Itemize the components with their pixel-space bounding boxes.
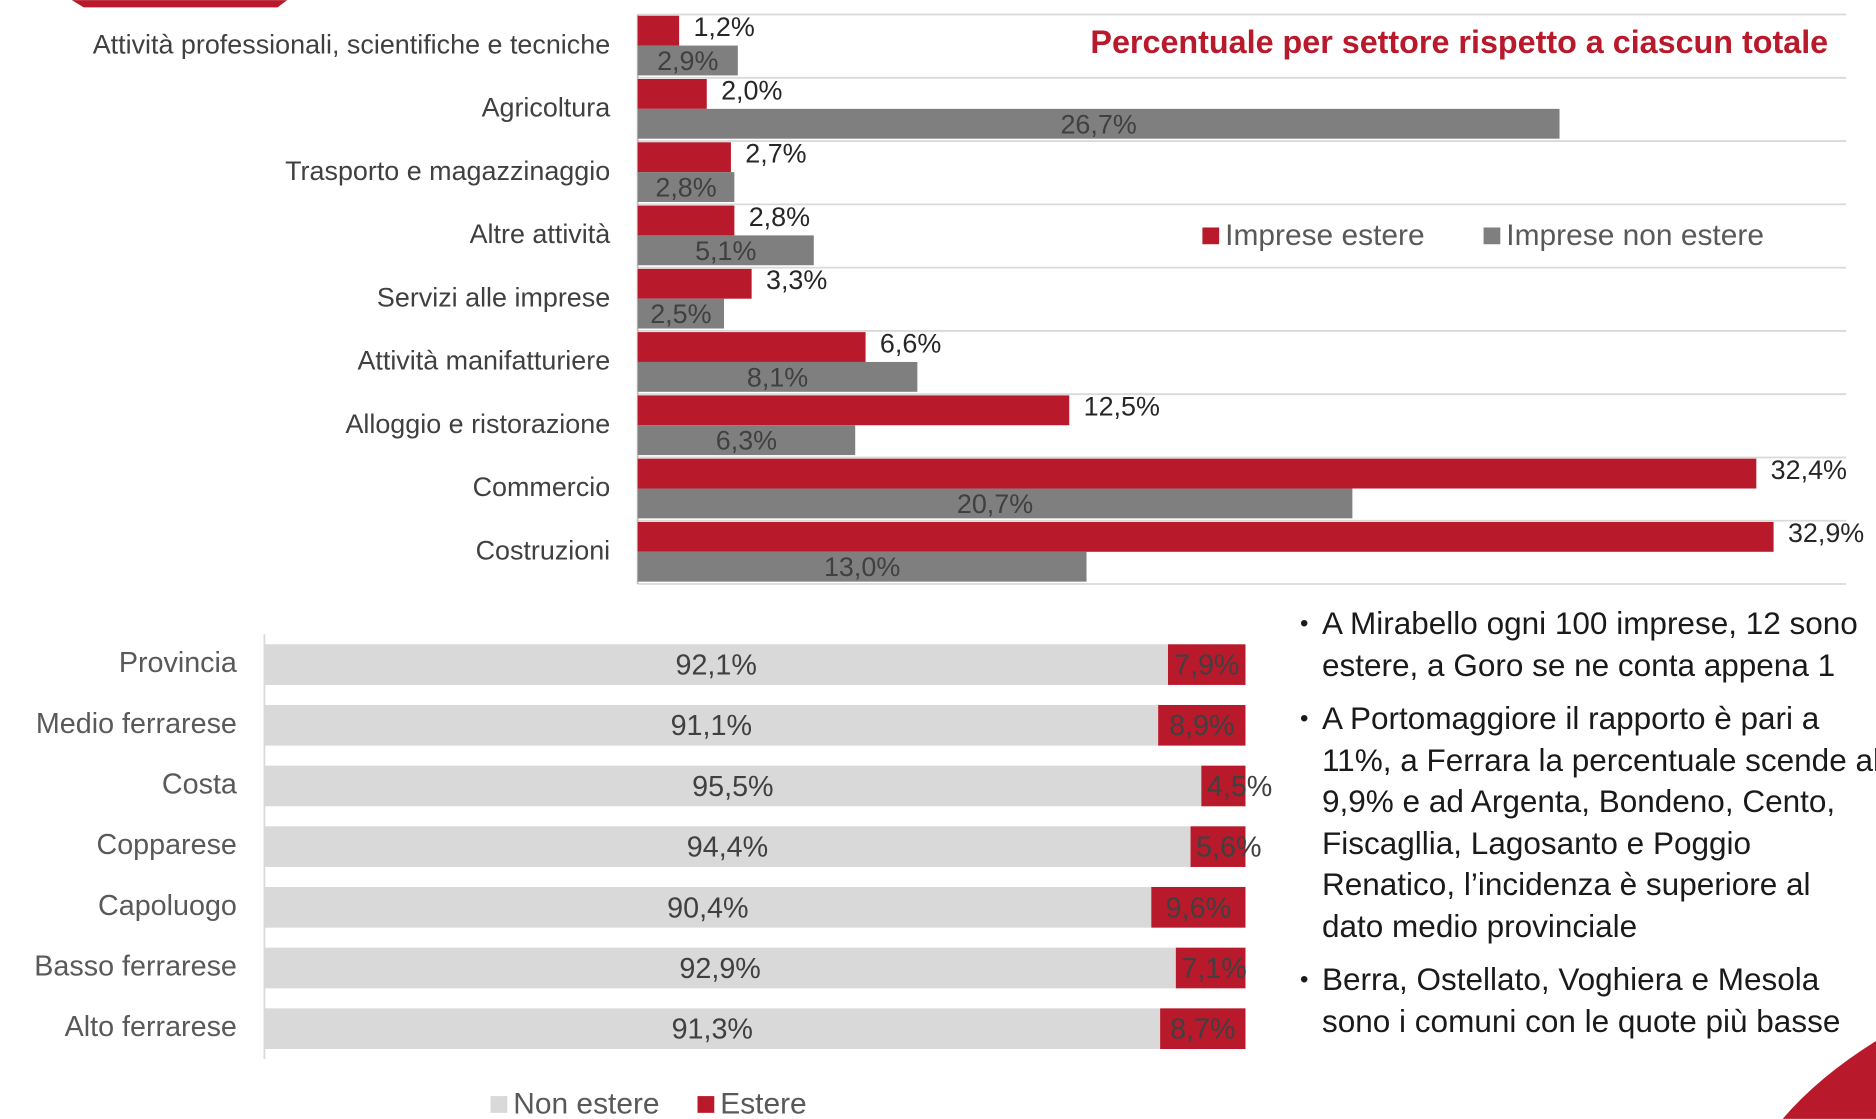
bar [638,79,707,109]
y-tick-label: Basso ferrarese [34,951,237,983]
value-label: 8,1% [747,362,808,392]
value-label: 92,9% [679,953,760,985]
legend-swatch [1484,227,1501,244]
value-label: 2,9% [657,46,718,76]
value-label: 2,8% [655,173,716,203]
y-tick-label: Costa [162,769,237,801]
value-label: 6,6% [880,328,941,358]
y-tick-label: Medio ferrarese [36,708,237,740]
value-label: 91,1% [671,710,752,742]
value-label: 13,0% [824,552,900,582]
y-tick-label: Servizi alle imprese [377,282,610,312]
page: Percentuale per settore rispetto a ciasc… [0,0,1876,1119]
bar [638,332,866,362]
value-label: 91,3% [672,1014,753,1046]
legend-label: Imprese estere [1225,219,1424,252]
bullet: A Portomaggiore il rapporto è pari a 11%… [1300,698,1876,947]
decoration [72,0,287,7]
value-label: 8,7% [1170,1014,1235,1046]
value-label: 12,5% [1084,392,1160,422]
value-label: 9,6% [1166,892,1231,924]
value-label: 2,8% [749,202,810,232]
bullet: A Mirabello ogni 100 imprese, 12 sono es… [1300,603,1876,686]
bar [638,16,679,46]
value-label: 26,7% [1060,109,1136,139]
legend-label: Estere [720,1088,806,1119]
value-label: 94,4% [687,832,768,864]
value-label: 32,4% [1771,455,1847,485]
legend-label: Non estere [513,1088,659,1119]
value-label: 5,6% [1196,832,1261,864]
bar [638,269,752,299]
value-label: 5,1% [695,236,756,266]
bar [638,459,1757,489]
y-tick-label: Capoluogo [98,890,237,922]
value-label: 20,7% [957,489,1033,519]
y-tick-label: Provincia [119,647,237,679]
value-label: 32,9% [1788,518,1864,548]
y-tick-label: Attività manifatturiere [357,346,610,376]
value-label: 2,5% [650,299,711,329]
value-label: 7,9% [1174,650,1239,682]
y-tick-label: Agricoltura [482,93,611,123]
notes: A Mirabello ogni 100 imprese, 12 sono es… [1300,603,1876,1054]
bar [638,206,735,236]
y-tick-label: Altre attività [470,219,611,249]
value-label: 1,2% [693,12,754,42]
value-label: 3,3% [766,265,827,295]
value-label: 8,9% [1169,710,1234,742]
value-label: 2,0% [721,75,782,105]
legend-label: Imprese non estere [1506,219,1764,252]
value-label: 6,3% [716,426,777,456]
value-label: 2,7% [745,139,806,169]
y-tick-label: Trasporto e magazzinaggio [285,156,610,186]
value-label: 95,5% [692,771,773,803]
legend-swatch [698,1096,715,1113]
value-label: 7,1% [1181,953,1246,985]
chart-title: Percentuale per settore rispetto a ciasc… [1090,24,1828,60]
y-tick-label: Costruzioni [476,535,611,565]
bar [638,142,731,172]
y-tick-label: Copparese [96,829,236,861]
value-label: 92,1% [675,650,756,682]
bullet: Berra, Ostellato, Voghiera e Mesola sono… [1300,959,1876,1042]
y-tick-label: Alto ferrarese [65,1011,237,1043]
legend-swatch [1202,227,1219,244]
value-label: 90,4% [667,892,748,924]
bar [638,395,1070,425]
y-tick-label: Commercio [473,472,611,502]
value-label: 4,5% [1207,771,1272,803]
legend-swatch [491,1096,508,1113]
bar [638,522,1774,552]
y-tick-label: Alloggio e ristorazione [345,409,610,439]
y-tick-label: Attività professionali, scientifiche e t… [93,29,610,59]
